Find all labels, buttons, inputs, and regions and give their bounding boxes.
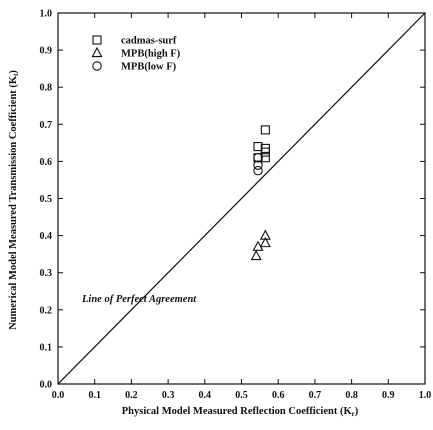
x-tick-label: 0.3 bbox=[162, 390, 175, 401]
y-tick-label: 0.5 bbox=[40, 194, 53, 205]
square-point bbox=[260, 147, 270, 157]
legend-label: cadmas-surf bbox=[121, 36, 177, 47]
legend-square-marker bbox=[92, 35, 102, 45]
x-tick-label: 0.1 bbox=[88, 390, 101, 401]
triangle-point bbox=[259, 236, 271, 248]
x-tick-label: 1.0 bbox=[419, 390, 432, 401]
annotation-text: Line of Perfect Agreement bbox=[81, 294, 197, 305]
y-tick-label: 0.8 bbox=[40, 83, 53, 94]
square-point bbox=[253, 142, 263, 152]
y-tick-label: 1.0 bbox=[40, 9, 53, 20]
y-tick-label: 0.1 bbox=[40, 342, 53, 353]
x-tick-label: 0.8 bbox=[345, 390, 358, 401]
x-tick-label: 0.2 bbox=[125, 390, 138, 401]
square-point bbox=[260, 153, 270, 163]
circle-point bbox=[253, 165, 263, 176]
x-tick-label: 0.6 bbox=[272, 390, 285, 401]
triangle-point bbox=[259, 229, 271, 240]
triangle-point bbox=[250, 249, 262, 261]
x-tick-label: 0.9 bbox=[382, 390, 395, 401]
circle-point bbox=[253, 160, 263, 170]
y-axis-title: Numerical Model Measured Transmission Co… bbox=[8, 70, 20, 330]
legend-circle-marker bbox=[92, 61, 102, 71]
x-tick-label: 0.0 bbox=[52, 390, 65, 401]
y-tick-label: 0.0 bbox=[40, 380, 53, 391]
triangle-point bbox=[252, 240, 264, 251]
y-tick-label: 0.3 bbox=[40, 268, 53, 279]
legend-label: MPB(high F) bbox=[121, 49, 181, 60]
axis-ticks bbox=[57, 12, 426, 385]
y-tick-label: 0.4 bbox=[40, 231, 53, 242]
x-tick-label: 0.4 bbox=[199, 390, 212, 401]
legend-triangle-marker bbox=[91, 46, 103, 58]
y-tick-label: 0.6 bbox=[40, 157, 53, 168]
legend-label: MPB(low F) bbox=[121, 62, 177, 73]
perfect-agreement-line bbox=[57, 12, 426, 385]
x-tick-label: 0.7 bbox=[309, 390, 322, 401]
data-points bbox=[250, 125, 271, 261]
axis-tick-labels: 0.0 0.1 0.2 0.3 0.4 0.5 0.6 0.7 0.8 0.9 1.0 0.0 0.1 0… bbox=[40, 9, 432, 402]
circle-point bbox=[253, 152, 263, 163]
reference-line bbox=[57, 12, 426, 385]
square-point bbox=[260, 125, 270, 135]
x-tick-label: 0.5 bbox=[235, 390, 248, 401]
legend: cadmas-surf MPB(high F) MPB(low F) bbox=[91, 35, 181, 73]
y-tick-label: 0.7 bbox=[40, 120, 53, 131]
y-tick-label: 0.9 bbox=[40, 46, 53, 57]
y-tick-label: 0.2 bbox=[40, 305, 53, 316]
x-axis-title: Physical Model Measured Reflection Coeff… bbox=[122, 406, 359, 418]
